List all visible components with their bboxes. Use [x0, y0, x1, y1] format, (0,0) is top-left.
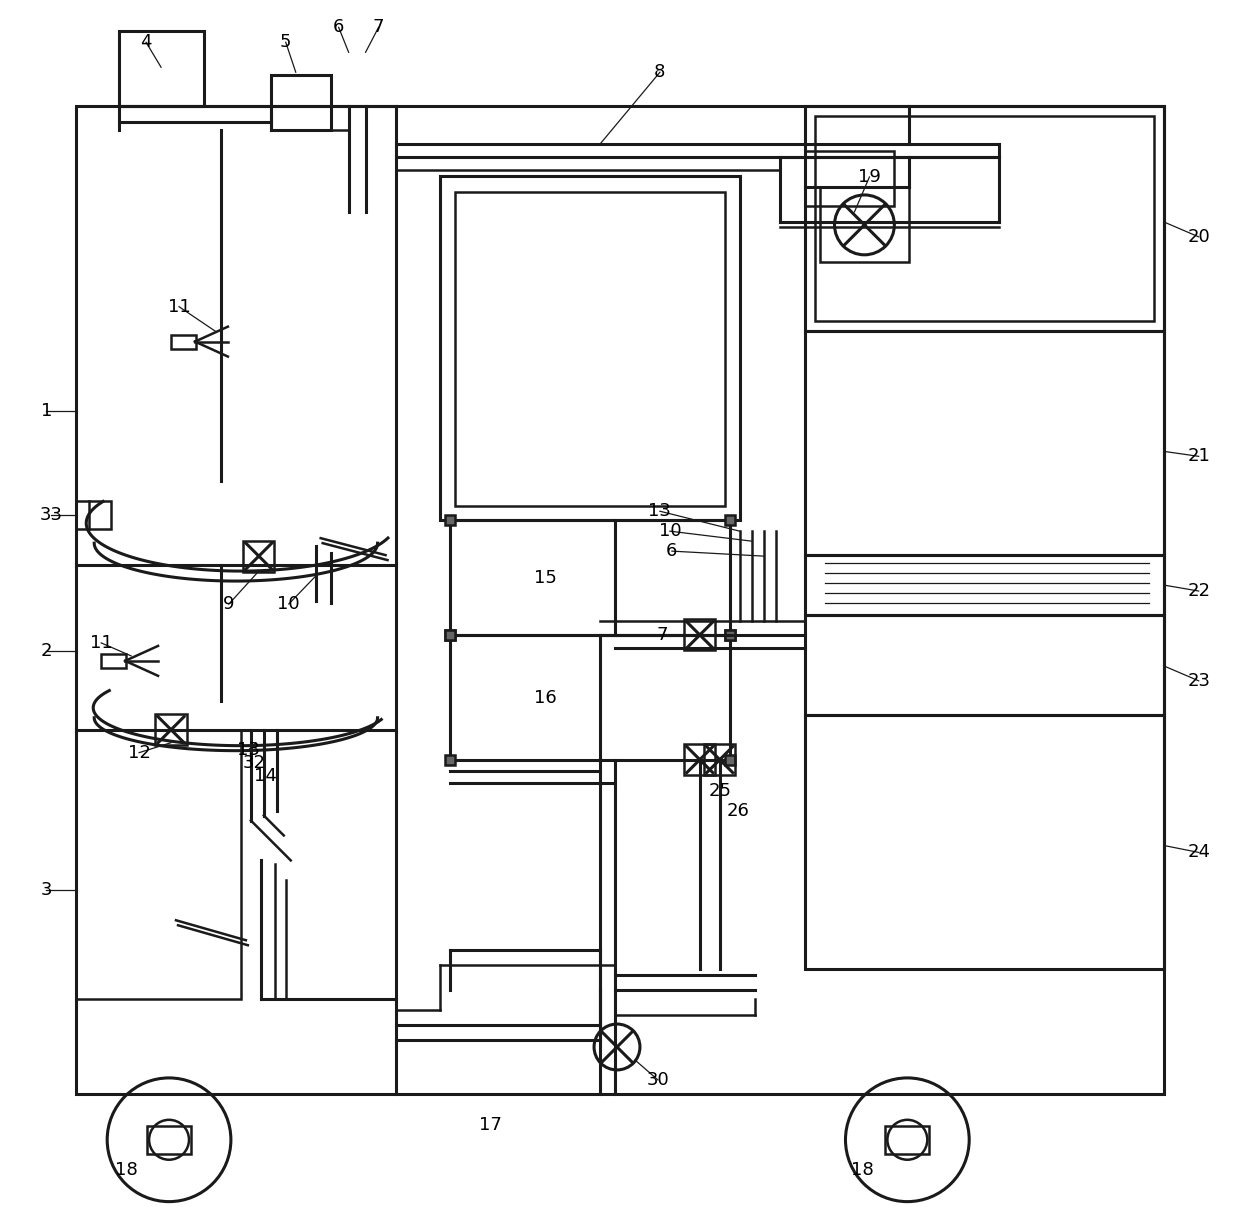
Bar: [76, 501, 112, 529]
Text: 32: 32: [242, 753, 265, 771]
Text: 7: 7: [656, 626, 667, 644]
Text: 21: 21: [1187, 447, 1210, 465]
Bar: [724, 630, 735, 639]
Bar: [455, 193, 724, 506]
Text: 8: 8: [655, 63, 666, 81]
Text: 20: 20: [1187, 228, 1210, 246]
Bar: [445, 515, 455, 526]
Text: 10: 10: [278, 595, 300, 613]
Text: 12: 12: [128, 744, 150, 762]
Text: 6: 6: [334, 18, 345, 36]
Text: 22: 22: [1187, 582, 1210, 599]
Bar: [445, 630, 455, 639]
Text: 11: 11: [167, 298, 191, 316]
Text: 23: 23: [1187, 672, 1210, 690]
Text: 18: 18: [115, 1160, 138, 1178]
Bar: [885, 1126, 929, 1154]
Bar: [445, 630, 455, 639]
Bar: [805, 331, 1164, 555]
Text: 1: 1: [41, 402, 52, 420]
Text: 19: 19: [858, 168, 880, 186]
Text: 2: 2: [41, 642, 52, 660]
Text: 13: 13: [237, 741, 260, 758]
Text: 33: 33: [40, 506, 63, 524]
Bar: [440, 176, 740, 521]
Bar: [724, 515, 735, 526]
Text: 9: 9: [223, 595, 234, 613]
Bar: [76, 730, 241, 999]
Bar: [805, 107, 1164, 331]
Text: 30: 30: [646, 1071, 670, 1089]
Bar: [805, 151, 894, 206]
Bar: [450, 635, 730, 759]
Bar: [243, 540, 274, 572]
Bar: [684, 619, 715, 650]
Text: 24: 24: [1187, 843, 1210, 861]
Text: 11: 11: [89, 633, 113, 652]
Bar: [820, 186, 909, 262]
Bar: [805, 714, 1164, 969]
Text: 10: 10: [658, 522, 681, 540]
Bar: [76, 107, 1164, 1094]
Bar: [805, 555, 1164, 615]
Text: 3: 3: [41, 882, 52, 900]
Bar: [445, 754, 455, 764]
Bar: [724, 630, 735, 639]
Text: 17: 17: [479, 1115, 502, 1133]
Text: 15: 15: [533, 569, 557, 587]
Bar: [684, 744, 715, 775]
Bar: [102, 654, 126, 667]
Text: 4: 4: [140, 33, 151, 51]
Text: 16: 16: [533, 689, 557, 707]
Text: 6: 6: [666, 543, 677, 561]
Text: 5: 5: [280, 33, 291, 51]
Bar: [155, 714, 186, 745]
Bar: [704, 744, 735, 775]
Bar: [724, 754, 735, 764]
Text: 13: 13: [649, 503, 671, 521]
Bar: [119, 31, 203, 107]
Text: 25: 25: [708, 781, 732, 799]
Bar: [815, 116, 1153, 321]
Text: 26: 26: [727, 802, 749, 820]
Bar: [171, 334, 196, 349]
Bar: [148, 1126, 191, 1154]
Text: 14: 14: [254, 767, 278, 785]
Bar: [270, 75, 331, 130]
Text: 18: 18: [851, 1160, 874, 1178]
Text: 7: 7: [373, 18, 384, 36]
Bar: [805, 615, 1164, 714]
Bar: [450, 521, 730, 635]
